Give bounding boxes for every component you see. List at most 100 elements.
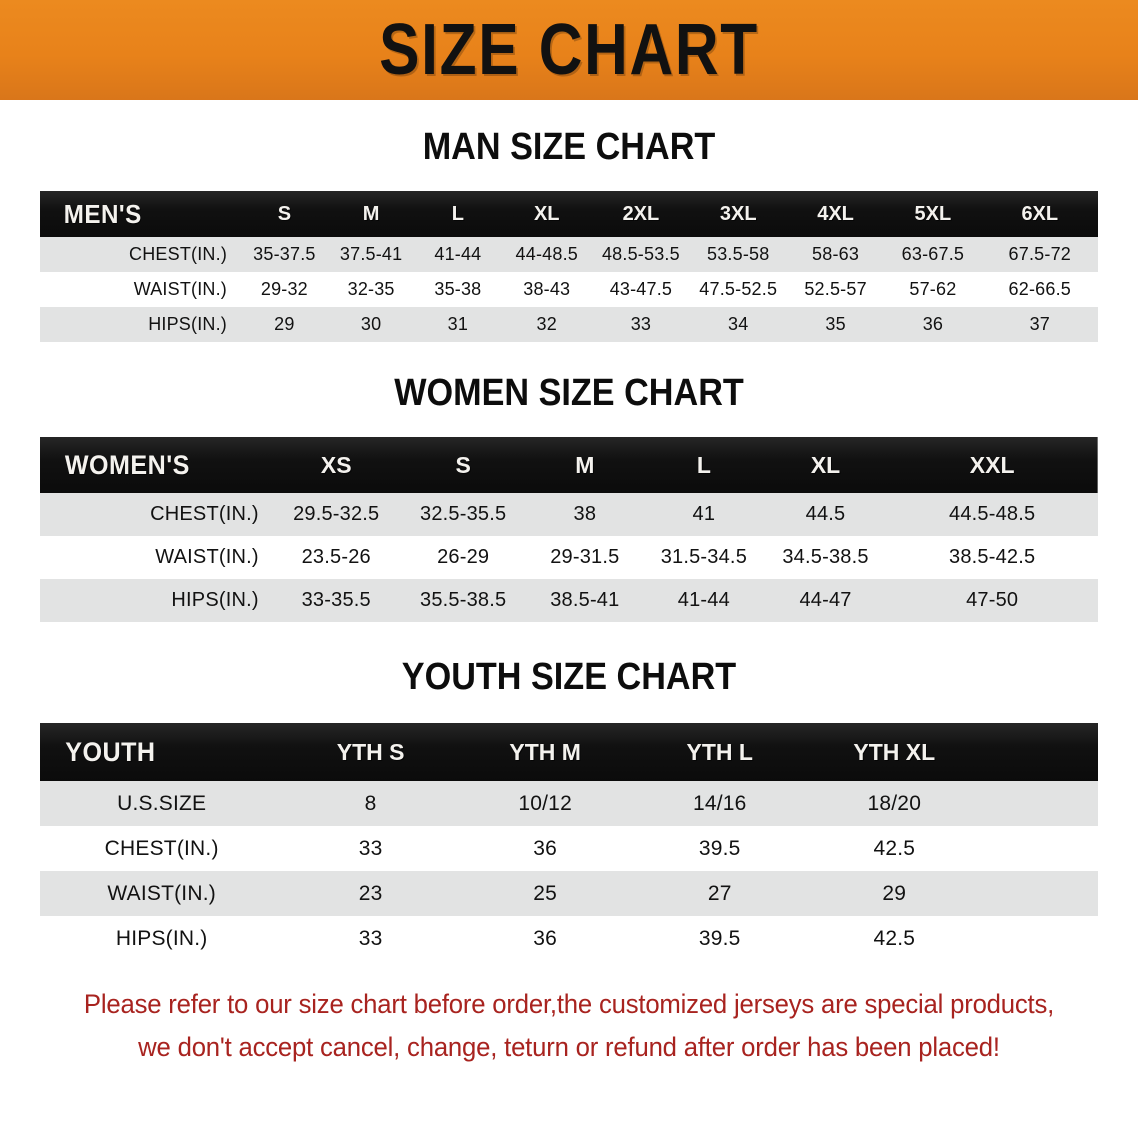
- man-waist-l: 35-38: [414, 272, 502, 307]
- women-table-header-row: WOMEN'S XS S M L XL XXL: [40, 437, 1098, 493]
- youth-hips-s: 33: [283, 916, 458, 961]
- youth-size-col-2: YTH L: [686, 738, 753, 765]
- youth-row-label-chest: CHEST(IN.): [40, 826, 284, 871]
- youth-section-title: YOUTH SIZE CHART: [401, 656, 737, 698]
- youth-size-table: YOUTH YTH S YTH M YTH L YTH XL U.S.SIZE …: [40, 723, 1098, 961]
- man-waist-xl: 38-43: [501, 272, 593, 307]
- women-size-col-0: XS: [320, 451, 352, 478]
- footer-line-1: Please refer to our size chart before or…: [83, 989, 1055, 1019]
- youth-ussize-xl: 18/20: [807, 781, 982, 826]
- table-row: CHEST(IN.) 29.5-32.5 32.5-35.5 38 41 44.…: [40, 493, 1098, 536]
- women-hips-xl: 44-47: [764, 579, 887, 622]
- women-chest-l: 41: [643, 493, 765, 536]
- man-size-col-0: S: [277, 202, 292, 225]
- man-size-col-2: L: [451, 202, 464, 225]
- women-row-label-chest: CHEST(IN.): [40, 493, 273, 536]
- table-row: U.S.SIZE 8 10/12 14/16 18/20: [40, 781, 1098, 826]
- man-waist-4xl: 52.5-57: [786, 272, 885, 307]
- man-chest-s: 35-37.5: [241, 237, 328, 272]
- women-hips-xs: 33-35.5: [272, 579, 400, 622]
- women-size-col-5: XXL: [969, 451, 1015, 478]
- youth-chest-m: 36: [457, 826, 633, 871]
- man-size-col-4: 2XL: [622, 202, 660, 225]
- man-waist-5xl: 57-62: [884, 272, 982, 307]
- women-size-col-4: XL: [810, 451, 841, 478]
- women-size-section: WOMEN SIZE CHART WOMEN'S XS S M L XL XXL: [0, 342, 1138, 622]
- youth-size-table-wrap: YOUTH YTH S YTH M YTH L YTH XL U.S.SIZE …: [40, 723, 1098, 961]
- women-size-col-3: L: [696, 451, 711, 478]
- women-chest-s: 32.5-35.5: [399, 493, 527, 536]
- man-size-col-8: 6XL: [1021, 202, 1059, 225]
- women-chest-xxl: 44.5-48.5: [886, 493, 1098, 536]
- youth-size-col-3: YTH XL: [853, 738, 936, 765]
- footer-line-2: we don't accept cancel, change, teturn o…: [138, 1031, 1000, 1062]
- women-chest-xs: 29.5-32.5: [272, 493, 400, 536]
- man-row-label-chest: CHEST(IN.): [40, 237, 242, 272]
- man-section-title: MAN SIZE CHART: [422, 126, 716, 168]
- man-size-col-3: XL: [533, 202, 560, 225]
- women-section-title: WOMEN SIZE CHART: [394, 372, 744, 414]
- youth-waist-xl: 29: [807, 871, 982, 916]
- man-hips-m: 30: [327, 307, 415, 342]
- youth-size-col-1: YTH M: [509, 738, 581, 765]
- man-waist-3xl: 47.5-52.5: [689, 272, 787, 307]
- man-row-label-waist: WAIST(IN.): [40, 272, 242, 307]
- youth-size-section: YOUTH SIZE CHART YOUTH YTH S YTH M YTH L…: [0, 622, 1138, 961]
- man-chest-l: 41-44: [414, 237, 502, 272]
- table-row: HIPS(IN.) 33 36 39.5 42.5: [40, 916, 1098, 961]
- women-chest-xl: 44.5: [764, 493, 887, 536]
- youth-ussize-s: 8: [283, 781, 458, 826]
- man-table-header-row: MEN'S S M L XL 2XL 3XL 4XL 5XL 6XL: [40, 191, 1098, 237]
- women-waist-l: 31.5-34.5: [643, 536, 765, 579]
- man-chest-4xl: 58-63: [786, 237, 885, 272]
- man-chest-2xl: 48.5-53.5: [592, 237, 690, 272]
- man-size-col-1: M: [362, 202, 380, 225]
- footer-disclaimer: Please refer to our size chart before or…: [45, 983, 1093, 1069]
- man-size-table: MEN'S S M L XL 2XL 3XL 4XL 5XL 6XL CHEST…: [40, 191, 1098, 342]
- youth-chest-s: 33: [283, 826, 458, 871]
- youth-row-label-us-size: U.S.SIZE: [40, 781, 284, 826]
- man-size-col-6: 4XL: [817, 202, 854, 225]
- youth-hips-m: 36: [457, 916, 633, 961]
- women-hips-l: 41-44: [643, 579, 765, 622]
- youth-hips-l: 39.5: [632, 916, 808, 961]
- table-row: CHEST(IN.) 35-37.5 37.5-41 41-44 44-48.5…: [40, 237, 1098, 272]
- man-hips-l: 31: [414, 307, 502, 342]
- youth-row-spacer: [981, 871, 1098, 916]
- women-row-label-waist: WAIST(IN.): [40, 536, 273, 579]
- man-hips-5xl: 36: [884, 307, 982, 342]
- page-title: SIZE CHART: [379, 10, 759, 90]
- women-hips-m: 38.5-41: [526, 579, 644, 622]
- women-header-label: WOMEN'S: [64, 449, 190, 480]
- youth-header-spacer: [982, 723, 1098, 781]
- women-size-col-2: M: [575, 451, 595, 478]
- youth-waist-l: 27: [632, 871, 808, 916]
- youth-ussize-l: 14/16: [632, 781, 808, 826]
- women-size-table-wrap: WOMEN'S XS S M L XL XXL CHEST(IN.) 29.5-…: [40, 437, 1098, 622]
- youth-header-label: YOUTH: [65, 736, 156, 767]
- women-hips-xxl: 47-50: [886, 579, 1098, 622]
- women-waist-s: 26-29: [399, 536, 527, 579]
- women-waist-m: 29-31.5: [526, 536, 644, 579]
- women-waist-xs: 23.5-26: [272, 536, 400, 579]
- man-size-col-7: 5XL: [914, 202, 952, 225]
- man-header-label: MEN'S: [63, 198, 142, 229]
- youth-hips-xl: 42.5: [807, 916, 982, 961]
- youth-ussize-m: 10/12: [457, 781, 633, 826]
- youth-row-spacer: [981, 826, 1098, 871]
- youth-size-col-0: YTH S: [336, 738, 405, 765]
- women-size-table: WOMEN'S XS S M L XL XXL CHEST(IN.) 29.5-…: [40, 437, 1098, 622]
- man-chest-xl: 44-48.5: [501, 237, 593, 272]
- page-banner: SIZE CHART: [0, 0, 1138, 100]
- man-waist-m: 32-35: [327, 272, 415, 307]
- youth-row-label-waist: WAIST(IN.): [40, 871, 284, 916]
- man-size-table-wrap: MEN'S S M L XL 2XL 3XL 4XL 5XL 6XL CHEST…: [40, 191, 1098, 342]
- table-row: HIPS(IN.) 33-35.5 35.5-38.5 38.5-41 41-4…: [40, 579, 1098, 622]
- table-row: WAIST(IN.) 23.5-26 26-29 29-31.5 31.5-34…: [40, 536, 1098, 579]
- youth-table-header-row: YOUTH YTH S YTH M YTH L YTH XL: [40, 723, 1098, 781]
- man-chest-5xl: 63-67.5: [884, 237, 982, 272]
- man-hips-4xl: 35: [786, 307, 885, 342]
- youth-row-label-hips: HIPS(IN.): [40, 916, 284, 961]
- man-row-label-hips: HIPS(IN.): [40, 307, 242, 342]
- table-row: CHEST(IN.) 33 36 39.5 42.5: [40, 826, 1098, 871]
